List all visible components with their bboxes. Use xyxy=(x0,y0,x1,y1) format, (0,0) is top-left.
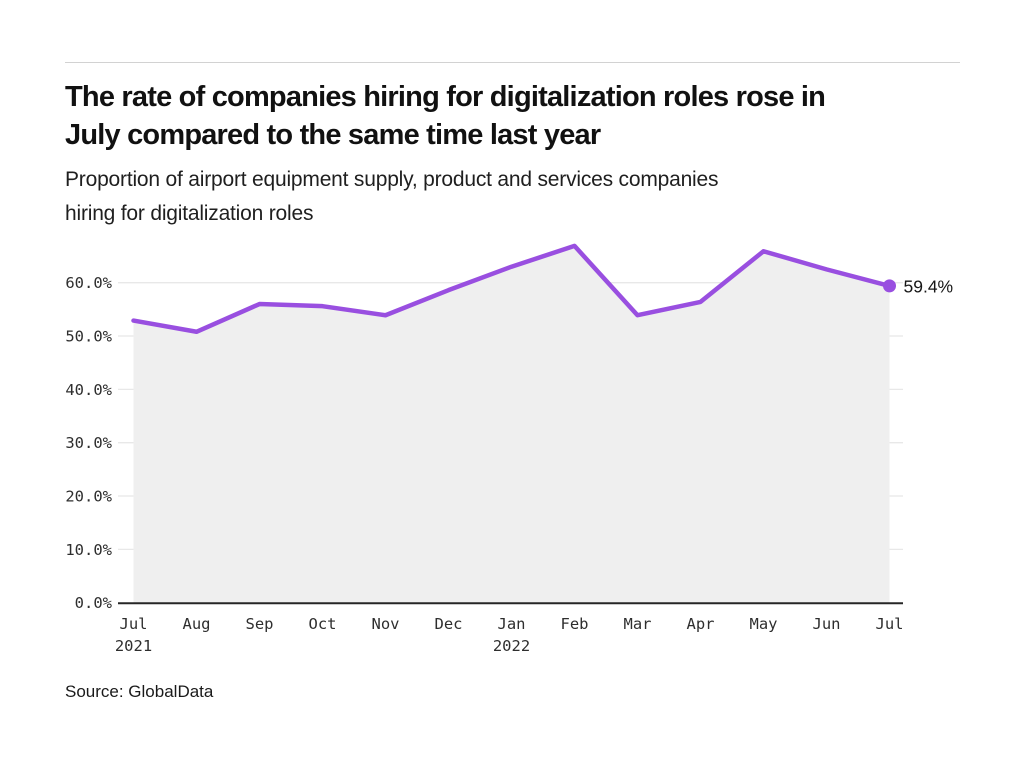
line-area-chart: 59.4% 0.0% 10.0% 20.0% 30.0% 40.0% 50.0% 60.0% J… xyxy=(65,243,954,655)
source-caption: Source: GlobalData xyxy=(65,682,214,701)
x-tick-label: Dec xyxy=(435,615,463,633)
x-tick-label: Feb xyxy=(561,615,589,633)
chart-title-line-2: July compared to the same time last year xyxy=(65,119,601,151)
y-tick-label: 10.0% xyxy=(65,541,112,559)
y-tick-label: 0.0% xyxy=(75,594,113,612)
series-line xyxy=(131,243,892,335)
x-tick-label: Apr xyxy=(687,615,715,633)
chart-title: The rate of companies hiring for digital… xyxy=(65,78,975,154)
x-tick-label: Mar xyxy=(624,615,652,633)
x-tick-label: Jul xyxy=(120,615,148,633)
x-year-label: 2022 xyxy=(493,637,530,655)
chart-title-line-1: The rate of companies hiring for digital… xyxy=(65,81,826,113)
chart-subtitle: Proportion of airport equipment supply, … xyxy=(65,163,975,231)
x-tick-label: Jun xyxy=(813,615,841,633)
end-point-dot xyxy=(883,279,896,293)
x-tick-label: Sep xyxy=(246,615,274,633)
chart-subtitle-line-2: hiring for digitalization roles xyxy=(65,202,314,225)
x-year-label: 2021 xyxy=(115,637,152,655)
y-tick-label: 30.0% xyxy=(65,434,112,452)
chart-subtitle-line-1: Proportion of airport equipment supply, … xyxy=(65,168,719,191)
x-tick-label: Oct xyxy=(309,615,337,633)
y-tick-label: 50.0% xyxy=(65,328,112,346)
y-tick-label: 60.0% xyxy=(65,274,112,292)
end-point-label: 59.4% xyxy=(904,276,954,296)
x-tick-label: Jan xyxy=(498,615,526,633)
top-divider xyxy=(65,62,960,63)
y-tick-label: 40.0% xyxy=(65,381,112,399)
x-tick-label: Aug xyxy=(183,615,211,633)
chart-area xyxy=(133,245,890,603)
y-tick-label: 20.0% xyxy=(65,488,112,506)
x-tick-label: Nov xyxy=(372,615,400,633)
x-tick-label: Jul xyxy=(876,615,904,633)
x-tick-label: May xyxy=(750,615,778,633)
